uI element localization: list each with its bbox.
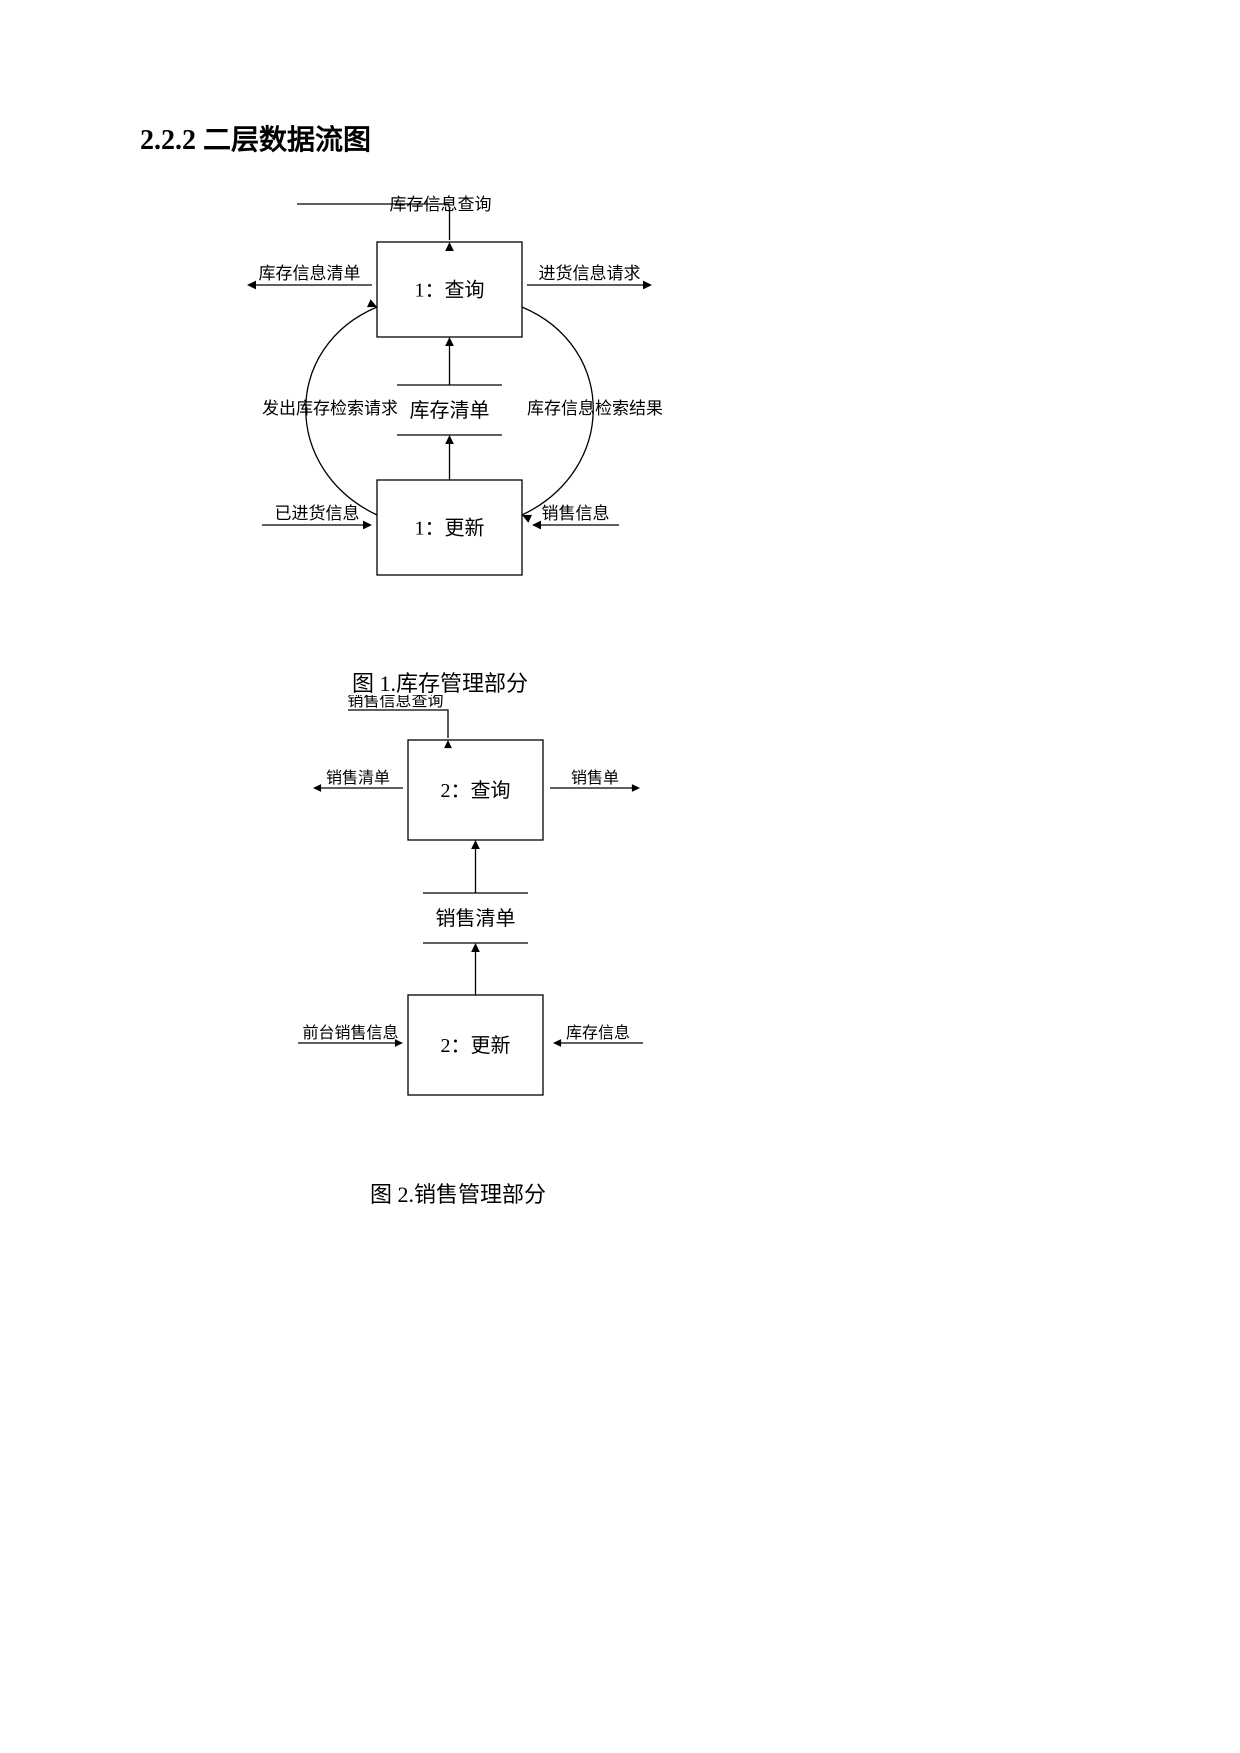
svg-text:销售单: 销售单 [571,769,619,787]
section-heading: 2.2.2 二层数据流图 [140,118,371,158]
svg-text:1：查询: 1：查询 [415,279,485,302]
svg-text:销售清单: 销售清单 [326,769,390,787]
svg-text:2：更新: 2：更新 [441,1034,511,1057]
figure-1-caption: 图 1.库存管理部分 [352,666,528,698]
svg-text:库存信息清单: 库存信息清单 [259,264,361,283]
figure-2-caption: 图 2.销售管理部分 [370,1177,546,1209]
svg-text:1：更新: 1：更新 [415,517,485,540]
document-page: 2.2.2 二层数据流图 1：查询库存清单1：更新库存信息查询库存信息清单进货信… [0,0,1240,1753]
svg-text:销售清单: 销售清单 [436,907,516,930]
svg-text:进货信息请求: 进货信息请求 [539,264,641,283]
svg-text:销售信息: 销售信息 [542,504,610,523]
svg-text:前台销售信息: 前台销售信息 [302,1024,398,1042]
svg-text:已进货信息: 已进货信息 [275,504,360,523]
svg-text:销售信息查询: 销售信息查询 [347,695,443,710]
figure-2-diagram: 2：查询销售清单2：更新销售信息查询销售清单销售单前台销售信息库存信息 [278,695,718,1165]
svg-text:2：查询: 2：查询 [441,779,511,802]
svg-text:库存信息: 库存信息 [566,1024,630,1042]
figure-1-diagram: 1：查询库存清单1：更新库存信息查询库存信息清单进货信息请求发出库存检索请求库存… [222,180,722,650]
svg-text:库存清单: 库存清单 [410,399,490,422]
svg-text:发出库存检索请求: 发出库存检索请求 [262,399,398,418]
svg-text:库存信息检索结果: 库存信息检索结果 [527,399,663,418]
